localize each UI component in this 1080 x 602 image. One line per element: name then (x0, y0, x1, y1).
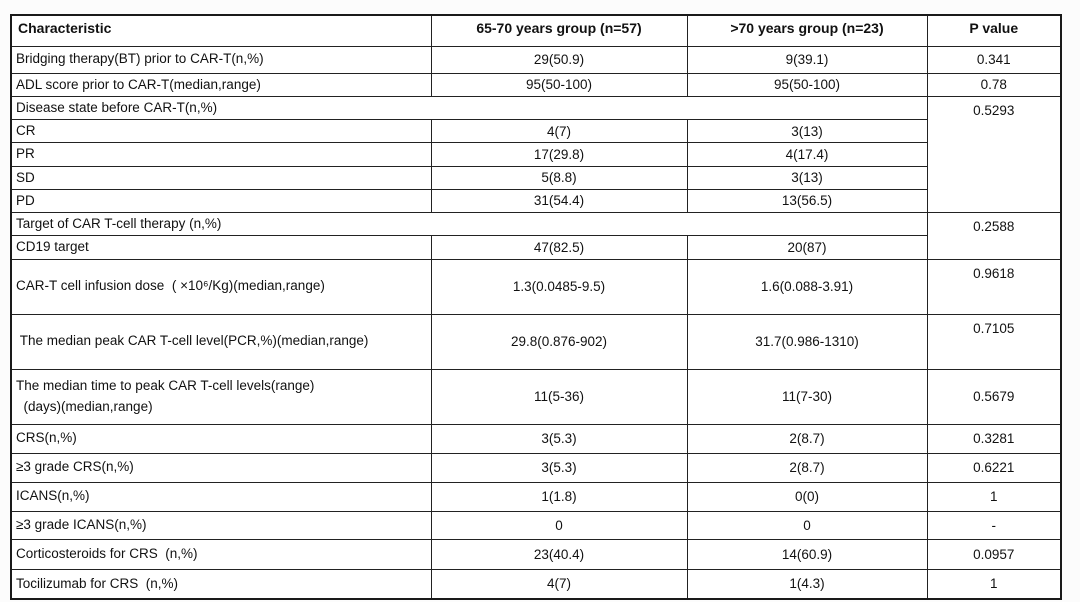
header-group1: 65-70 years group (n=57) (430, 14, 688, 47)
table-row: CD19 target 47(82.5) 20(87) (10, 235, 1061, 260)
table-row: Disease state before CAR-T(n,%) 0.5293 (10, 95, 1062, 214)
characteristic-cell: PR (10, 142, 432, 167)
characteristic-line2: (days)(median,range) (16, 398, 153, 414)
characteristic-cell: Corticosteroids for CRS (n,%) (10, 538, 432, 570)
p-value-cell: 0.0957 (926, 538, 1062, 570)
table-row: CRS(n,%) 3(5.3) 2(8.7) 0.3281 (10, 423, 1062, 454)
p-value-cell: 0.78 (926, 72, 1062, 97)
table-row: Tocilizumab for CRS (n,%) 4(7) 1(4.3) 1 (10, 568, 1062, 600)
characteristic-cell: CD19 target (10, 235, 432, 260)
p-value-cell: 0.7105 (926, 313, 1062, 370)
header-characteristic: Characteristic (10, 14, 432, 47)
p-value-cell: 0.5679 (926, 368, 1062, 425)
characteristic-cell: Bridging therapy(BT) prior to CAR-T(n,%) (10, 45, 432, 74)
p-value-cell: 0.9618 (926, 258, 1062, 315)
characteristic-cell: ICANS(n,%) (10, 481, 432, 512)
group2-value-cell: 13(56.5) (686, 188, 928, 214)
group1-value-cell: 11(5-36) (430, 368, 688, 425)
group1-value-cell: 17(29.8) (430, 142, 688, 167)
group1-value-cell: 1.3(0.0485-9.5) (430, 258, 688, 315)
characteristic-cell: Tocilizumab for CRS (n,%) (10, 568, 432, 600)
table-row: CAR-T cell infusion dose ( ×10⁶/Kg)(medi… (10, 258, 1062, 315)
group2-value-cell: 9(39.1) (686, 45, 928, 74)
group2-value-cell: 11(7-30) (686, 368, 928, 425)
group2-value-cell: 3(13) (686, 165, 928, 190)
group1-value-cell: 3(5.3) (430, 423, 688, 454)
group2-value-cell: 1.6(0.088-3.91) (686, 258, 928, 315)
table-row: ≥3 grade CRS(n,%) 3(5.3) 2(8.7) 0.6221 (10, 452, 1062, 483)
section-label-cell: Disease state before CAR-T(n,%) (10, 95, 928, 121)
table-row: Corticosteroids for CRS (n,%) 23(40.4) 14(… (10, 538, 1062, 570)
table-row: ADL score prior to CAR-T(median,range) 95… (10, 72, 1062, 97)
group2-value-cell: 2(8.7) (686, 423, 928, 454)
characteristic-cell: ≥3 grade CRS(n,%) (10, 452, 432, 483)
header-row: Characteristic 65-70 years group (n=57) … (10, 14, 1062, 47)
p-value-cell: 0.6221 (926, 452, 1062, 483)
table-body: Bridging therapy(BT) prior to CAR-T(n,%)… (10, 45, 1062, 600)
p-value-cell: 1 (926, 481, 1062, 512)
group1-value-cell: 29.8(0.876-902) (430, 313, 688, 370)
group1-value-cell: 1(1.8) (430, 481, 688, 512)
p-value-cell: 0.3281 (926, 423, 1062, 454)
group2-value-cell: 0 (686, 510, 928, 540)
table-row: The median peak CAR T-cell level(PCR,%)(… (10, 313, 1062, 370)
group1-value-cell: 23(40.4) (430, 538, 688, 570)
group2-value-cell: 0(0) (686, 481, 928, 512)
group1-value-cell: 5(8.8) (430, 165, 688, 190)
group1-value-cell: 47(82.5) (430, 235, 688, 260)
table-row: The median time to peak CAR T-cell level… (10, 368, 1062, 425)
table-row: Target of CAR T-cell therapy (n,%) 0.2588 (10, 211, 1062, 260)
group1-value-cell: 4(7) (430, 118, 688, 144)
group1-value-cell: 95(50-100) (430, 72, 688, 97)
group1-value-cell: 31(54.4) (430, 188, 688, 214)
characteristic-cell: PD (10, 188, 432, 214)
table-row: ≥3 grade ICANS(n,%) 0 0- (10, 510, 1062, 540)
group2-value-cell: 14(60.9) (686, 538, 928, 570)
group2-value-cell: 31.7(0.986-1310) (686, 313, 928, 370)
header-p-value: P value (926, 14, 1062, 47)
p-value-cell: 0.2588 (926, 212, 1062, 260)
p-value-cell: 1 (926, 568, 1062, 600)
characteristic-cell: The median time to peak CAR T-cell level… (10, 368, 432, 425)
group1-value-cell: 0 (430, 510, 688, 540)
characteristic-cell: CRS(n,%) (10, 423, 432, 454)
group2-value-cell: 20(87) (686, 235, 928, 260)
characteristic-cell: ADL score prior to CAR-T(median,range) (10, 72, 432, 97)
header-group2: >70 years group (n=23) (686, 14, 928, 47)
table-header: Characteristic 65-70 years group (n=57) … (10, 14, 1062, 47)
characteristic-cell: CR (10, 118, 432, 144)
group1-value-cell: 3(5.3) (430, 452, 688, 483)
characteristics-table: Characteristic 65-70 years group (n=57) … (10, 14, 1062, 600)
group2-value-cell: 2(8.7) (686, 452, 928, 483)
table-row: Bridging therapy(BT) prior to CAR-T(n,%)… (10, 45, 1062, 74)
characteristic-line1: The median time to peak CAR T-cell level… (16, 378, 315, 394)
group2-value-cell: 95(50-100) (686, 72, 928, 97)
table-row: PD 31(54.4) 13(56.5) (10, 188, 1061, 214)
table-row: ICANS(n,%) 1(1.8) 0(0) 1 (10, 481, 1062, 512)
table-row: CR 4(7) 3(13) (10, 118, 1061, 144)
group1-value-cell: 4(7) (430, 568, 688, 600)
table-row: SD 5(8.8) 3(13) (10, 165, 1061, 190)
group2-value-cell: 4(17.4) (686, 142, 928, 167)
table-row: PR 17(29.8) 4(17.4) (10, 142, 1061, 167)
p-value-cell: - (926, 510, 1062, 540)
characteristic-cell: ≥3 grade ICANS(n,%) (10, 510, 432, 540)
characteristic-cell: SD (10, 165, 432, 190)
p-value-cell: 0.5293 (926, 95, 1062, 214)
section-label-cell: Target of CAR T-cell therapy (n,%) (10, 211, 928, 237)
group2-value-cell: 3(13) (686, 118, 928, 144)
group2-value-cell: 1(4.3) (686, 568, 928, 600)
characteristic-cell: CAR-T cell infusion dose ( ×10⁶/Kg)(medi… (10, 258, 432, 315)
characteristic-cell: The median peak CAR T-cell level(PCR,%)(… (10, 313, 432, 370)
group1-value-cell: 29(50.9) (430, 45, 688, 74)
p-value-cell: 0.341 (926, 45, 1062, 74)
